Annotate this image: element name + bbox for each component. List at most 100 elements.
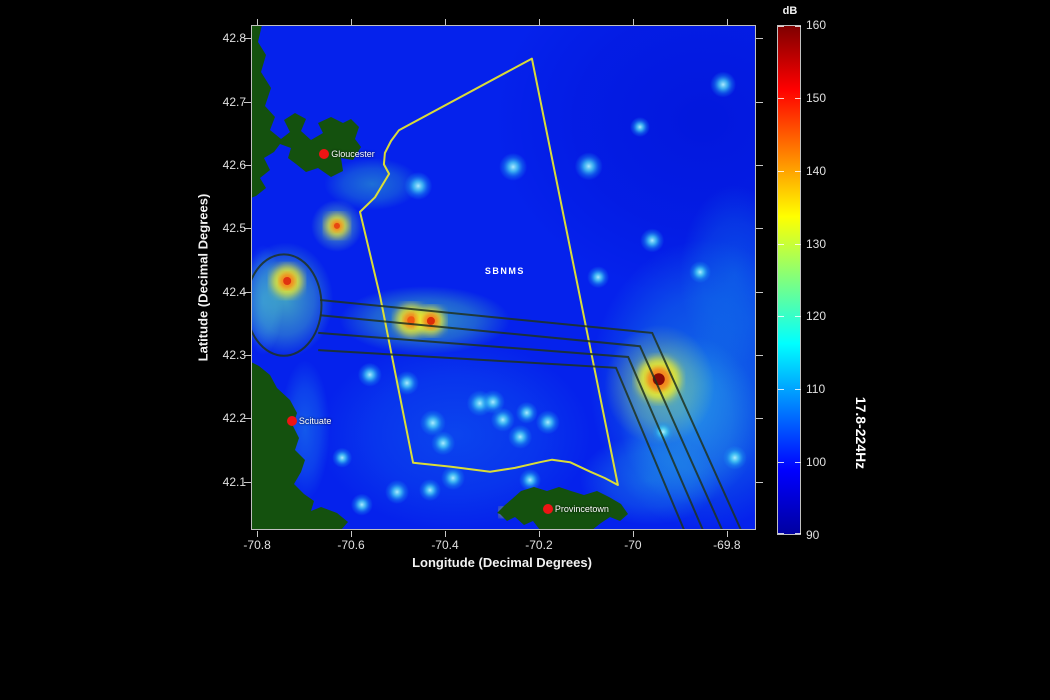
sound-source-spot [418, 479, 441, 502]
x-tick-mark [632, 531, 634, 537]
colorbar-tick-mark-left [778, 533, 784, 534]
city-label: Scituate [298, 416, 332, 427]
colorbar-tick-mark-right [795, 462, 801, 464]
y-tick-mark [244, 355, 251, 357]
hotspot-core [333, 222, 340, 229]
city-marker-gloucester: Gloucester [319, 149, 375, 160]
sound-source-spot [710, 71, 737, 98]
x-tick-mark [726, 531, 728, 537]
colorbar-tick-mark-left [778, 316, 784, 318]
y-tick-label: 42.7 [222, 94, 246, 109]
colorbar-tick-label: 110 [806, 382, 826, 397]
land-mass [497, 487, 628, 530]
colorbar-title: dB [782, 5, 798, 17]
y-tick-mark-right [756, 165, 763, 167]
sound-source-spot [394, 370, 419, 395]
sound-source-spot [441, 466, 465, 491]
colorbar-tick-mark-right [795, 389, 801, 391]
x-axis-label: Longitude (Decimal Degrees) [412, 555, 592, 570]
x-tick-mark-top [632, 19, 634, 25]
sound-source-spot [640, 228, 665, 253]
y-tick-mark [244, 418, 251, 420]
colorbar-tick-mark-right [795, 243, 801, 245]
y-tick-mark [244, 228, 251, 230]
x-tick-mark [445, 531, 446, 537]
colorbar-tick-label: 130 [806, 236, 827, 251]
x-tick-label: -70 [624, 538, 642, 552]
colorbar-tick-mark-right [795, 26, 801, 27]
y-tick-mark-right [756, 418, 763, 420]
sound-source-spot [385, 479, 410, 504]
city-marker-scituate: Scituate [286, 416, 332, 427]
sound-source-spot [404, 171, 433, 200]
city-dot [542, 504, 553, 515]
y-tick-mark [244, 38, 251, 40]
shipping-lane [318, 349, 686, 530]
sound-source-spot [508, 424, 533, 449]
sound-source-spot [574, 152, 603, 181]
field-glow [679, 185, 756, 366]
colorbar-tick-mark-left [778, 243, 784, 245]
colorbar-tick-mark-right [795, 533, 801, 534]
colorbar-tick-mark-left [778, 389, 784, 391]
y-tick-mark [244, 291, 251, 293]
sound-source-spot [722, 445, 747, 470]
y-tick-label: 42.2 [222, 411, 246, 426]
x-tick-mark-top [351, 19, 353, 25]
land-mass [251, 362, 348, 530]
y-tick-mark [244, 101, 251, 103]
sound-source-spot [332, 447, 353, 468]
sound-source-spot [357, 362, 382, 387]
x-tick-mark [351, 531, 353, 537]
colorbar-tick-mark-right [795, 97, 801, 99]
y-tick-label: 42.5 [222, 221, 246, 236]
x-tick-mark-top [257, 19, 259, 25]
colorbar-tick-mark-right [795, 170, 801, 172]
sound-source-spot [499, 152, 528, 181]
colorbar-tick-label: 160 [806, 18, 827, 32]
x-tick-mark [257, 531, 259, 537]
x-tick-label: -70.6 [337, 538, 365, 552]
x-tick-mark-top [538, 19, 540, 25]
x-tick-mark [538, 531, 540, 537]
precautionary-circle [251, 253, 323, 357]
shipping-lane [318, 331, 704, 530]
hotspot-core [426, 316, 435, 325]
colorbar-tick-label: 150 [806, 90, 827, 105]
x-tick-label: -70.8 [243, 538, 271, 552]
colorbar-tick-mark-right [795, 316, 801, 318]
x-tick-label: -70.4 [431, 538, 459, 552]
y-tick-mark-right [756, 291, 763, 293]
city-label: Gloucester [331, 149, 375, 160]
y-axis-label: Latitude (Decimal Degrees) [195, 193, 211, 362]
hotspot-core [283, 276, 292, 285]
sound-source-spot [480, 390, 505, 415]
sanctuary-boundary [359, 57, 619, 486]
y-tick-label: 42.6 [222, 158, 246, 173]
sound-source-spot [689, 261, 712, 284]
y-tick-mark-right [756, 38, 763, 40]
colorbar-tick-mark-left [778, 462, 784, 464]
x-tick-mark-top [445, 19, 446, 25]
sound-map [251, 25, 756, 530]
x-tick-mark-top [726, 19, 728, 25]
sound-source-spot [629, 117, 650, 138]
y-tick-label: 42.8 [222, 31, 246, 46]
x-tick-label: -70.2 [525, 538, 553, 552]
sound-source-spot [515, 401, 538, 424]
sound-source-spot [587, 266, 610, 289]
region-label-sbnms: SBNMS [484, 266, 525, 277]
sound-source-spot [490, 407, 515, 432]
colorbar-tick-label: 100 [806, 455, 827, 470]
field-glow [324, 158, 421, 211]
y-tick-mark-right [756, 101, 763, 103]
sound-source-spot [419, 409, 446, 436]
y-tick-mark-right [756, 228, 763, 230]
y-tick-label: 42.3 [222, 348, 246, 363]
x-tick-label: -69.8 [713, 538, 741, 552]
colorbar-tick-label: 90 [806, 528, 820, 542]
city-marker-provincetown: Provincetown [542, 504, 609, 515]
colorbar [777, 25, 801, 535]
sound-source-spot [350, 493, 373, 516]
